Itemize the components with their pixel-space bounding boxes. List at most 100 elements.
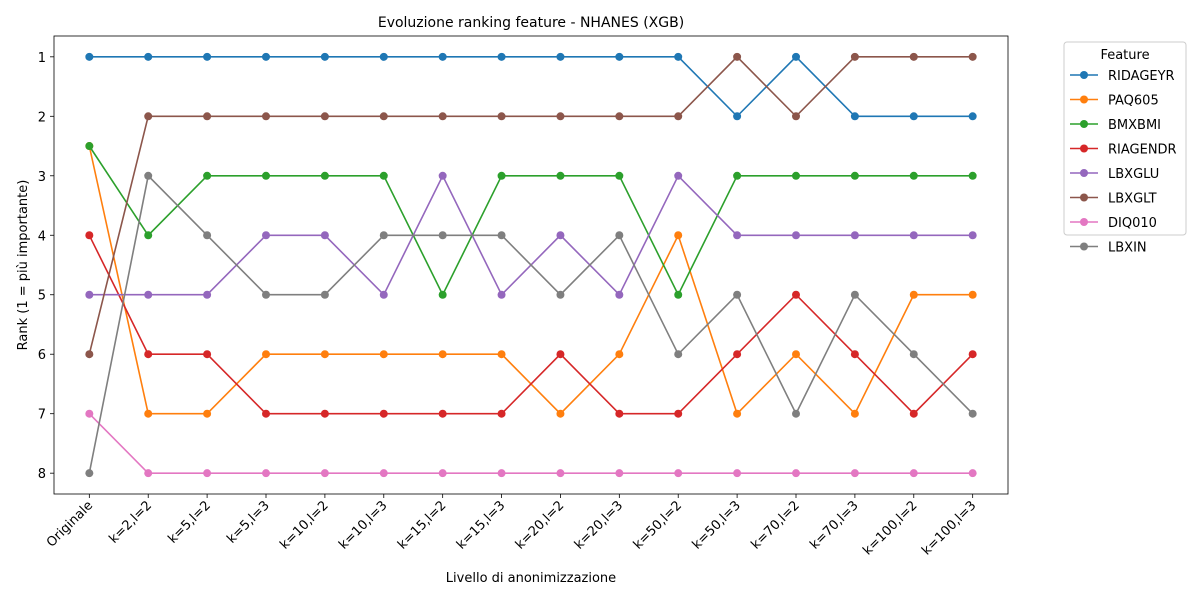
series-paq605 — [85, 142, 977, 418]
x-axis-label: Livello di anonimizzazione — [446, 571, 616, 586]
series-line — [88, 145, 973, 297]
series-line — [89, 55, 973, 118]
legend-label: LBXGLT — [1108, 192, 1157, 207]
y-tick-label: 2 — [38, 110, 46, 125]
legend-item: RIAGENDR — [1070, 143, 1177, 158]
data-point — [85, 142, 94, 151]
data-point — [792, 469, 800, 478]
data-point — [203, 52, 212, 61]
data-point — [850, 290, 859, 299]
data-point — [909, 171, 918, 180]
data-point — [968, 409, 977, 418]
data-point — [556, 290, 565, 299]
data-point — [144, 52, 153, 61]
data-point — [733, 350, 742, 359]
data-point — [379, 171, 388, 180]
data-point — [144, 409, 153, 418]
data-point — [792, 112, 800, 121]
data-point — [85, 290, 94, 299]
y-axis: 1 2 3 4 5 6 7 8 — [38, 51, 54, 482]
data-point — [438, 469, 447, 478]
data-point — [262, 409, 270, 418]
series-bmxbmi — [85, 142, 977, 299]
data-point — [615, 469, 624, 478]
x-tick-label: k=100,l=3 — [919, 498, 979, 558]
data-point — [556, 171, 565, 180]
data-point — [909, 231, 918, 240]
data-point — [792, 350, 800, 359]
data-point — [203, 350, 212, 359]
x-tick-label: k=5,l=2 — [165, 498, 214, 547]
legend-box — [1063, 41, 1187, 236]
series-line — [88, 55, 973, 355]
data-point — [968, 112, 977, 121]
data-point — [733, 112, 742, 121]
data-point — [733, 52, 742, 61]
legend-title: Feature — [1100, 48, 1149, 63]
data-point — [497, 469, 506, 478]
data-point — [85, 469, 94, 478]
data-point — [615, 409, 624, 418]
y-tick-label: 6 — [38, 348, 46, 363]
legend-marker — [1080, 169, 1088, 177]
legend-label: RIAGENDR — [1108, 143, 1177, 158]
data-point — [262, 290, 270, 299]
x-tick-label: Originale — [44, 498, 96, 550]
data-point — [792, 290, 800, 299]
data-point — [674, 112, 683, 121]
data-point — [909, 52, 918, 61]
data-point — [203, 290, 212, 299]
data-point — [733, 469, 742, 478]
data-point — [674, 231, 683, 240]
chart-title: Evoluzione ranking feature - NHANES (XGB… — [378, 15, 684, 31]
data-point — [968, 171, 977, 180]
data-point — [909, 409, 918, 418]
legend-label: LBXGLU — [1108, 167, 1159, 182]
x-tick-label: k=70,l=3 — [807, 498, 861, 552]
data-point — [320, 290, 329, 299]
x-tick-label: k=20,l=2 — [513, 498, 567, 552]
data-point — [792, 231, 800, 240]
data-point — [262, 469, 270, 478]
data-point — [379, 231, 388, 240]
data-point — [262, 231, 270, 240]
data-point — [674, 469, 683, 478]
data-point — [909, 112, 918, 121]
legend-item: BMXBMI — [1070, 118, 1161, 133]
legend-item: PAQ605 — [1070, 94, 1159, 109]
data-point — [968, 469, 977, 478]
data-point — [320, 112, 329, 121]
data-point — [850, 171, 859, 180]
data-point — [438, 171, 447, 180]
series-line — [88, 174, 974, 474]
y-tick-label: 5 — [38, 289, 46, 304]
data-point — [85, 350, 94, 359]
x-tick-label: k=15,l=2 — [395, 498, 449, 552]
data-point — [144, 112, 153, 121]
data-point — [85, 409, 94, 418]
data-point — [968, 231, 977, 240]
data-point — [674, 52, 683, 61]
data-point — [438, 52, 447, 61]
series-lbxglt — [85, 52, 977, 359]
data-point — [733, 409, 742, 418]
series-lbxglu — [85, 171, 977, 299]
data-point — [674, 171, 683, 180]
x-tick-label: k=10,l=3 — [336, 498, 390, 552]
data-point — [674, 290, 683, 299]
data-point — [792, 171, 800, 180]
series-line — [89, 173, 973, 297]
data-point — [733, 171, 742, 180]
data-point — [320, 231, 329, 240]
data-point — [674, 409, 683, 418]
y-tick-label: 4 — [38, 229, 46, 244]
data-point — [320, 469, 329, 478]
legend-item: LBXGLU — [1070, 167, 1159, 182]
legend-marker — [1080, 71, 1088, 79]
data-point — [144, 171, 153, 180]
data-point — [262, 112, 270, 121]
x-tick-label: k=20,l=3 — [572, 498, 626, 552]
x-tick-label: k=10,l=2 — [277, 498, 331, 552]
legend-marker — [1080, 218, 1088, 226]
